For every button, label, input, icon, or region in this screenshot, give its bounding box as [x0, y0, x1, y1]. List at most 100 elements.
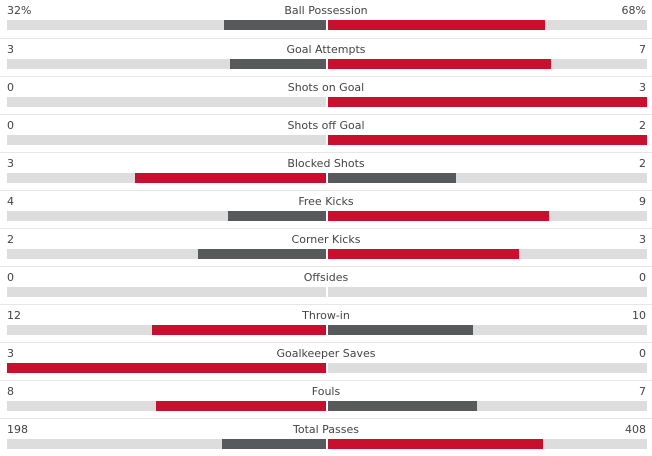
away-value: 7 [639, 385, 646, 398]
home-track [7, 211, 326, 221]
stat-label-line: 3 Blocked Shots 2 [0, 157, 652, 171]
away-value: 7 [639, 43, 646, 56]
stat-name: Shots off Goal [287, 119, 365, 132]
stat-name: Free Kicks [298, 195, 354, 208]
home-fill [156, 401, 326, 411]
stat-label-line: 3 Goalkeeper Saves 0 [0, 347, 652, 361]
stat-row: 2 Corner Kicks 3 [0, 228, 652, 266]
comparison-bar [7, 173, 647, 183]
away-track [328, 135, 647, 145]
stat-row: 3 Goal Attempts 7 [0, 38, 652, 76]
away-fill [328, 325, 473, 335]
home-fill [7, 363, 326, 373]
home-track [7, 401, 326, 411]
away-track [328, 97, 647, 107]
stat-label-line: 12 Throw-in 10 [0, 309, 652, 323]
stat-row: 0 Shots on Goal 3 [0, 76, 652, 114]
away-track [328, 173, 647, 183]
comparison-bar [7, 59, 647, 69]
away-fill [328, 439, 543, 449]
stat-label-line: 32% Ball Possession 68% [0, 4, 652, 18]
stat-row: 3 Goalkeeper Saves 0 [0, 342, 652, 380]
away-value: 408 [625, 423, 646, 436]
home-track [7, 287, 326, 297]
away-value: 2 [639, 157, 646, 170]
away-fill [328, 20, 545, 30]
home-track [7, 20, 326, 30]
home-fill [222, 439, 326, 449]
stat-label-line: 2 Corner Kicks 3 [0, 233, 652, 247]
away-fill [328, 173, 456, 183]
home-track [7, 249, 326, 259]
away-track [328, 325, 647, 335]
home-fill [135, 173, 326, 183]
stat-name: Ball Possession [284, 4, 368, 17]
home-track [7, 173, 326, 183]
away-track [328, 401, 647, 411]
stat-label-line: 0 Offsides 0 [0, 271, 652, 285]
home-fill [152, 325, 326, 335]
home-value: 198 [7, 423, 28, 436]
comparison-bar [7, 401, 647, 411]
away-value: 2 [639, 119, 646, 132]
away-fill [328, 97, 647, 107]
home-value: 12 [7, 309, 21, 322]
comparison-bar [7, 249, 647, 259]
stat-row: 4 Free Kicks 9 [0, 190, 652, 228]
comparison-bar [7, 287, 647, 297]
away-track [328, 59, 647, 69]
home-value: 4 [7, 195, 14, 208]
away-fill [328, 249, 519, 259]
stat-row: 198 Total Passes 408 [0, 418, 652, 456]
home-track [7, 439, 326, 449]
home-value: 0 [7, 81, 14, 94]
stat-row: 8 Fouls 7 [0, 380, 652, 418]
home-fill [198, 249, 326, 259]
home-value: 3 [7, 157, 14, 170]
stat-name: Offsides [303, 271, 349, 284]
stat-name: Throw-in [302, 309, 350, 322]
stat-label-line: 198 Total Passes 408 [0, 423, 652, 437]
stat-label-line: 3 Goal Attempts 7 [0, 43, 652, 57]
away-track [328, 211, 647, 221]
home-value: 2 [7, 233, 14, 246]
home-track [7, 325, 326, 335]
home-track [7, 363, 326, 373]
home-value: 32% [7, 4, 32, 17]
home-track [7, 59, 326, 69]
comparison-bar [7, 135, 647, 145]
stat-label-line: 0 Shots off Goal 2 [0, 119, 652, 133]
away-track [328, 363, 647, 373]
away-value: 9 [639, 195, 646, 208]
comparison-bar [7, 97, 647, 107]
away-track [328, 439, 647, 449]
comparison-bar [7, 363, 647, 373]
away-fill [328, 135, 647, 145]
comparison-bar [7, 211, 647, 221]
away-value: 3 [639, 81, 646, 94]
stat-row: 12 Throw-in 10 [0, 304, 652, 342]
home-fill [228, 211, 326, 221]
comparison-bar [7, 20, 647, 30]
away-value: 10 [632, 309, 646, 322]
home-value: 8 [7, 385, 14, 398]
home-track [7, 135, 326, 145]
away-fill [328, 401, 477, 411]
stat-name: Blocked Shots [287, 157, 365, 170]
home-value: 3 [7, 347, 14, 360]
stat-name: Shots on Goal [287, 81, 365, 94]
home-fill [224, 20, 326, 30]
home-value: 3 [7, 43, 14, 56]
home-fill [230, 59, 326, 69]
stat-label-line: 8 Fouls 7 [0, 385, 652, 399]
stat-label-line: 0 Shots on Goal 3 [0, 81, 652, 95]
stat-row: 32% Ball Possession 68% [0, 0, 652, 38]
stat-name: Goal Attempts [286, 43, 366, 56]
away-value: 0 [639, 347, 646, 360]
stat-name: Goalkeeper Saves [276, 347, 376, 360]
away-fill [328, 211, 549, 221]
stat-row: 0 Shots off Goal 2 [0, 114, 652, 152]
comparison-bar [7, 325, 647, 335]
comparison-bar [7, 439, 647, 449]
